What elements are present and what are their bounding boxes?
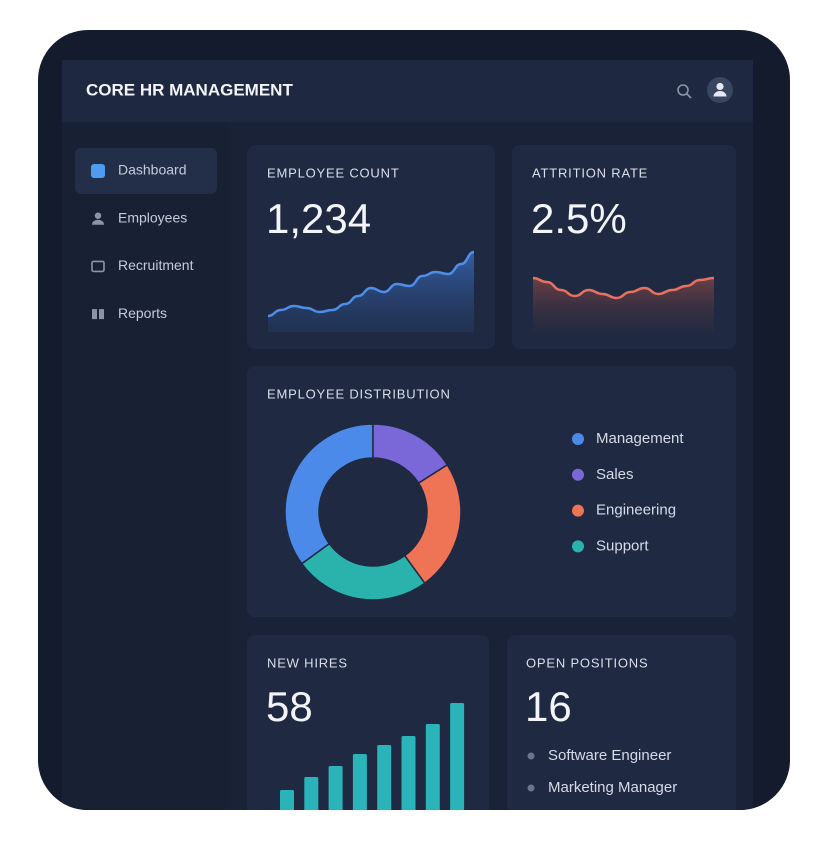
kpi-value: 1,234 xyxy=(266,195,371,242)
bar xyxy=(280,790,294,810)
search-icon[interactable] xyxy=(677,84,692,99)
nav-item[interactable]: Recruitment xyxy=(91,257,194,273)
legend-swatch xyxy=(572,468,584,481)
card-title: NEW HIRES xyxy=(267,655,348,670)
header xyxy=(62,60,753,122)
legend-label: Engineering xyxy=(596,502,676,519)
nav-label: Reports xyxy=(118,305,167,321)
nav-label: Dashboard xyxy=(118,162,187,178)
nav-item[interactable]: Reports xyxy=(92,305,167,321)
legend-swatch xyxy=(572,540,584,553)
legend-label: Sales xyxy=(596,466,634,483)
bullet xyxy=(527,784,535,792)
position-item: Sales Representative xyxy=(548,811,691,828)
nav-highlight xyxy=(75,148,217,194)
bar xyxy=(377,745,392,810)
bar xyxy=(352,754,367,810)
nav-item[interactable]: Dashboard xyxy=(75,148,217,194)
bar xyxy=(450,703,465,810)
trend-line xyxy=(267,250,475,318)
card-title: ATTRITION RATE xyxy=(532,165,648,180)
nav-icon xyxy=(94,212,102,219)
kpi-value: 58 xyxy=(266,683,313,730)
nav-icon xyxy=(99,309,104,320)
kpi-value: 2.5% xyxy=(531,195,627,242)
sidebar xyxy=(62,122,228,810)
nav-icon xyxy=(91,164,105,178)
kpi-value: 16 xyxy=(525,683,572,730)
bar xyxy=(304,777,319,810)
app-title: CORE HR MANAGEMENT xyxy=(86,80,293,99)
card-title: EMPLOYEE COUNT xyxy=(267,165,400,180)
bar xyxy=(425,724,440,810)
bullet xyxy=(527,752,535,760)
nav-icon xyxy=(92,219,104,225)
legend-swatch xyxy=(572,504,584,517)
card-title: EMPLOYEE DISTRIBUTION xyxy=(267,386,451,401)
bar xyxy=(401,736,416,810)
card xyxy=(507,635,736,810)
donut-segment xyxy=(300,542,426,601)
bar xyxy=(328,766,343,810)
nav-icon xyxy=(91,260,105,273)
position-item: Software Engineer xyxy=(548,747,671,764)
bullet xyxy=(528,817,535,824)
nav-item[interactable]: Employees xyxy=(92,209,187,225)
position-item: Marketing Manager xyxy=(548,779,677,796)
legend-label: Management xyxy=(596,430,684,447)
legend-swatch xyxy=(572,433,584,445)
nav-icon xyxy=(92,309,97,320)
trend-line xyxy=(532,276,715,300)
legend-label: Support xyxy=(596,537,649,554)
nav-label: Employees xyxy=(118,209,187,225)
avatar[interactable] xyxy=(707,77,733,103)
card-title: OPEN POSITIONS xyxy=(526,655,648,670)
nav-label: Recruitment xyxy=(118,257,194,273)
donut-segment xyxy=(284,423,374,565)
